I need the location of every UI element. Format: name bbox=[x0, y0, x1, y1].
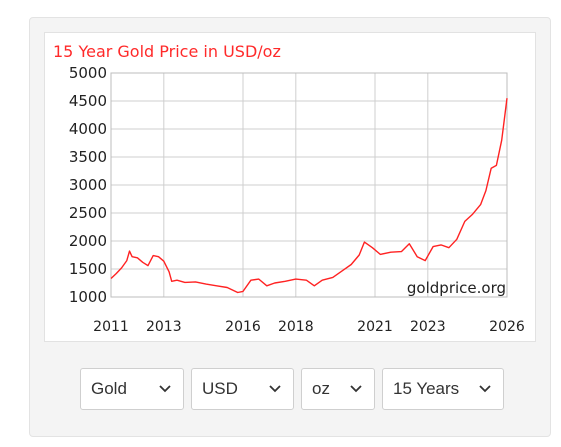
y-tick-label: 4000 bbox=[69, 120, 107, 138]
unit-select-value: oz bbox=[312, 379, 330, 398]
x-tick-label: 2011 bbox=[93, 319, 129, 335]
currency-select[interactable]: USD bbox=[191, 368, 294, 410]
grid bbox=[110, 72, 508, 298]
watermark: goldprice.org bbox=[407, 279, 506, 297]
metal-select-value: Gold bbox=[91, 379, 127, 398]
gold-price-widget: 15 Year Gold Price in USD/oz 5000 4500 400… bbox=[29, 17, 551, 437]
x-tick-label: 2021 bbox=[357, 319, 393, 335]
y-tick-label: 3500 bbox=[69, 148, 107, 166]
gold-price-chart: 15 Year Gold Price in USD/oz 5000 4500 400… bbox=[53, 42, 525, 335]
y-tick-label: 4500 bbox=[69, 92, 107, 110]
metal-select[interactable]: Gold bbox=[80, 368, 184, 410]
y-tick-label: 2500 bbox=[69, 204, 107, 222]
x-tick-label: 2016 bbox=[225, 319, 261, 335]
x-tick-label: 2018 bbox=[278, 319, 314, 335]
plot-frame bbox=[110, 72, 508, 298]
chevron-down-icon bbox=[269, 385, 281, 393]
chevron-down-icon bbox=[159, 385, 171, 393]
x-tick-label: 2023 bbox=[410, 319, 446, 335]
chevron-down-icon bbox=[350, 385, 362, 393]
time-range-select-value: 15 Years bbox=[393, 379, 460, 398]
x-tick-label: 2026 bbox=[489, 319, 525, 335]
y-axis: 5000 4500 4000 3500 3000 2500 2000 1500 1000 bbox=[69, 64, 107, 306]
currency-select-value: USD bbox=[202, 379, 238, 398]
chart-title: 15 Year Gold Price in USD/oz bbox=[53, 42, 281, 61]
y-tick-label: 5000 bbox=[69, 64, 107, 82]
chevron-down-icon bbox=[479, 385, 491, 393]
chart-controls: Gold USD oz 15 Years bbox=[80, 368, 504, 410]
series-line-gold bbox=[110, 98, 508, 294]
x-axis: 2011 2013 2016 2018 2021 2023 2026 bbox=[93, 319, 525, 335]
y-tick-label: 1000 bbox=[69, 288, 107, 306]
x-tick-label: 2013 bbox=[146, 319, 182, 335]
unit-select[interactable]: oz bbox=[301, 368, 375, 410]
y-tick-label: 2000 bbox=[69, 232, 107, 250]
y-tick-label: 3000 bbox=[69, 176, 107, 194]
time-range-select[interactable]: 15 Years bbox=[382, 368, 504, 410]
y-tick-label: 1500 bbox=[69, 260, 107, 278]
chart-card: 15 Year Gold Price in USD/oz 5000 4500 400… bbox=[44, 32, 536, 342]
